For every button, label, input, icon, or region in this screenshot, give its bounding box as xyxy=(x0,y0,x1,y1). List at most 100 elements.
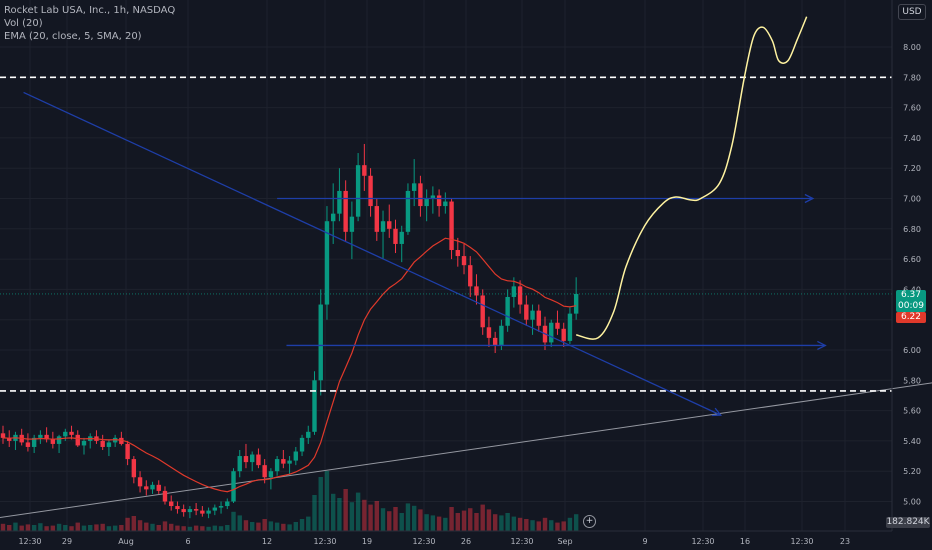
candle[interactable] xyxy=(524,295,529,326)
candle[interactable] xyxy=(162,486,168,505)
candle[interactable] xyxy=(144,480,149,496)
candle[interactable] xyxy=(486,316,492,347)
candle[interactable] xyxy=(25,433,31,452)
candle[interactable] xyxy=(536,304,541,332)
volume-legend[interactable]: Vol (20) xyxy=(4,18,43,29)
candle[interactable] xyxy=(237,449,242,478)
volume-bar xyxy=(449,507,454,531)
ema-legend[interactable]: EMA (20, close, 5, SMA, 20) xyxy=(4,31,142,42)
candle[interactable] xyxy=(131,456,137,484)
candle[interactable] xyxy=(100,434,105,450)
annotations[interactable] xyxy=(0,76,892,417)
candle[interactable] xyxy=(449,198,454,260)
symbol-legend[interactable]: Rocket Lab USA, Inc., 1h, NASDAQ xyxy=(4,5,176,16)
candle[interactable] xyxy=(306,425,311,444)
candle[interactable] xyxy=(380,210,386,260)
candle[interactable] xyxy=(150,481,155,494)
descending-trendline[interactable] xyxy=(23,91,721,416)
candle[interactable] xyxy=(81,437,87,455)
candle[interactable] xyxy=(324,206,330,320)
candle[interactable] xyxy=(31,434,37,454)
candle[interactable] xyxy=(355,153,361,222)
projected-path-curve[interactable] xyxy=(575,16,808,340)
candle-body xyxy=(268,471,274,478)
time-axis[interactable]: 12:30 29 Aug 6 12 12:30 19 12:30 26 12:30 Sep 9 12:3… xyxy=(0,530,892,546)
projection-path[interactable] xyxy=(575,16,808,340)
candle[interactable] xyxy=(480,289,485,335)
candle[interactable] xyxy=(555,310,560,335)
candle[interactable] xyxy=(175,501,180,514)
candle[interactable] xyxy=(368,168,373,217)
candle[interactable] xyxy=(274,456,280,476)
candle[interactable] xyxy=(181,504,186,517)
candle[interactable] xyxy=(511,277,517,308)
candle[interactable] xyxy=(243,443,249,469)
candle[interactable] xyxy=(567,307,573,344)
candle[interactable] xyxy=(250,451,255,472)
candle[interactable] xyxy=(492,331,498,354)
candle[interactable] xyxy=(218,501,224,514)
candle[interactable] xyxy=(193,503,199,516)
candle[interactable] xyxy=(430,186,436,214)
candle[interactable] xyxy=(343,180,348,241)
candle[interactable] xyxy=(474,274,479,305)
candle[interactable] xyxy=(549,319,554,347)
candle[interactable] xyxy=(461,243,467,275)
candle[interactable] xyxy=(387,204,392,238)
candle[interactable] xyxy=(573,277,579,320)
candle[interactable] xyxy=(137,471,143,493)
candle[interactable] xyxy=(225,498,230,510)
candle[interactable] xyxy=(362,143,367,191)
candle[interactable] xyxy=(281,449,286,469)
candle[interactable] xyxy=(69,425,74,440)
candle[interactable] xyxy=(38,430,43,444)
candle[interactable] xyxy=(299,434,305,457)
candle[interactable] xyxy=(393,219,398,254)
candle[interactable] xyxy=(187,506,193,519)
candle[interactable] xyxy=(119,431,124,446)
volume-bar xyxy=(63,525,68,531)
add-plus-icon[interactable]: + xyxy=(583,515,596,528)
candle[interactable] xyxy=(212,504,218,516)
candle[interactable] xyxy=(106,439,112,457)
candle[interactable] xyxy=(63,428,68,441)
candle[interactable] xyxy=(424,189,429,222)
currency-button[interactable]: USD xyxy=(898,4,926,20)
candle[interactable] xyxy=(436,189,442,217)
candle[interactable] xyxy=(349,201,355,260)
candle[interactable] xyxy=(399,225,404,263)
ascending-trendline[interactable] xyxy=(0,380,932,524)
candle[interactable] xyxy=(156,480,161,494)
candle[interactable] xyxy=(200,506,205,517)
candle[interactable] xyxy=(374,198,379,241)
ascending-trendline-line[interactable] xyxy=(0,380,932,524)
candle[interactable] xyxy=(455,237,460,267)
candle[interactable] xyxy=(468,256,473,297)
candle[interactable] xyxy=(50,431,56,449)
candle[interactable] xyxy=(169,495,174,511)
candle[interactable] xyxy=(206,507,211,519)
candle[interactable] xyxy=(125,440,130,466)
candle[interactable] xyxy=(517,280,523,314)
candle-body xyxy=(0,433,6,438)
candles[interactable] xyxy=(0,143,579,519)
candle[interactable] xyxy=(330,183,336,244)
candle[interactable] xyxy=(443,192,448,214)
last-price-label: 6.37 xyxy=(900,289,922,300)
candle[interactable] xyxy=(56,434,62,454)
candle[interactable] xyxy=(530,304,535,335)
candle[interactable] xyxy=(0,425,6,444)
candle[interactable] xyxy=(418,175,423,217)
volume-bar xyxy=(250,522,255,531)
candle[interactable] xyxy=(505,289,510,332)
candle[interactable] xyxy=(231,468,236,504)
candle[interactable] xyxy=(337,168,342,222)
candle[interactable] xyxy=(44,427,49,443)
candle[interactable] xyxy=(256,448,261,469)
candle[interactable] xyxy=(312,371,317,435)
candle[interactable] xyxy=(293,446,299,466)
candle[interactable] xyxy=(405,183,411,235)
candle[interactable] xyxy=(287,456,292,475)
candle[interactable] xyxy=(318,289,323,396)
